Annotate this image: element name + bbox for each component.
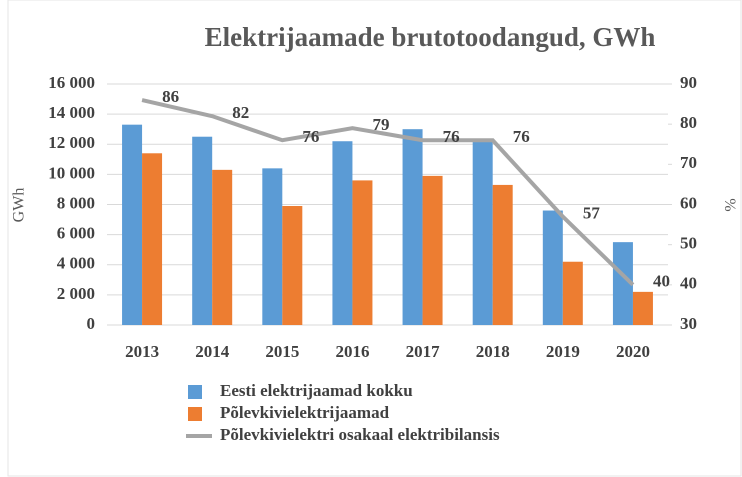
data-label: 79 xyxy=(372,115,389,134)
y-tick-label: 2 000 xyxy=(57,284,95,303)
y-tick-label: 8 000 xyxy=(57,193,95,212)
y2-tick-label: 50 xyxy=(680,234,697,253)
chart-title: Elektrijaamade brutotoodangud, GWh xyxy=(205,22,656,52)
legend-swatch xyxy=(188,385,202,399)
y2-tick-label: 90 xyxy=(680,73,697,92)
y2-tick-label: 30 xyxy=(680,314,697,333)
y-tick-label: 14 000 xyxy=(48,103,95,122)
bar xyxy=(262,168,283,325)
bar xyxy=(282,206,303,325)
bar xyxy=(562,261,583,325)
y-tick-label: 16 000 xyxy=(48,73,95,92)
x-tick-label: 2015 xyxy=(265,342,299,361)
x-tick-label: 2018 xyxy=(476,342,510,361)
bar xyxy=(422,175,443,325)
y2-tick-label: 40 xyxy=(680,274,697,293)
legend-label: Põlevkivielektri osakaal elektribilansis xyxy=(220,425,500,444)
y-tick-label: 4 000 xyxy=(57,254,95,273)
y2-tick-label: 70 xyxy=(680,153,697,172)
x-tick-label: 2017 xyxy=(406,342,441,361)
bar xyxy=(542,210,563,325)
chart-frame xyxy=(7,0,742,477)
legend-label: Eesti elektrijaamad kokku xyxy=(220,381,413,400)
legend-label: Põlevkivielektrijaamad xyxy=(220,403,390,422)
data-label: 40 xyxy=(653,272,670,291)
x-tick-label: 2013 xyxy=(125,342,159,361)
data-label: 76 xyxy=(443,127,460,146)
x-tick-label: 2016 xyxy=(335,342,369,361)
x-tick-label: 2019 xyxy=(546,342,580,361)
x-tick-label: 2014 xyxy=(195,342,230,361)
bar xyxy=(122,124,143,325)
bar xyxy=(332,141,353,325)
bar xyxy=(632,291,653,325)
bar xyxy=(472,141,493,325)
y2-axis-title: % xyxy=(723,198,740,211)
bar xyxy=(612,242,633,325)
bar xyxy=(142,153,163,325)
data-label: 57 xyxy=(583,203,601,222)
bar xyxy=(352,180,373,325)
bar xyxy=(402,129,423,325)
bar xyxy=(212,169,233,325)
y2-tick-label: 80 xyxy=(680,113,697,132)
y2-tick-label: 60 xyxy=(680,193,697,212)
data-label: 86 xyxy=(162,87,179,106)
line xyxy=(141,98,635,287)
y-tick-label: 6 000 xyxy=(57,224,95,243)
x-tick-label: 2020 xyxy=(616,342,650,361)
data-label: 82 xyxy=(232,103,249,122)
legend-swatch xyxy=(188,407,202,421)
y-axis-title: GWh xyxy=(11,188,28,223)
bar xyxy=(192,136,213,325)
y-tick-label: 12 000 xyxy=(48,133,95,152)
data-label: 76 xyxy=(513,127,530,146)
data-label: 76 xyxy=(302,127,319,146)
bar xyxy=(492,184,513,325)
y-tick-label: 0 xyxy=(87,314,96,333)
y-tick-label: 10 000 xyxy=(48,163,95,182)
